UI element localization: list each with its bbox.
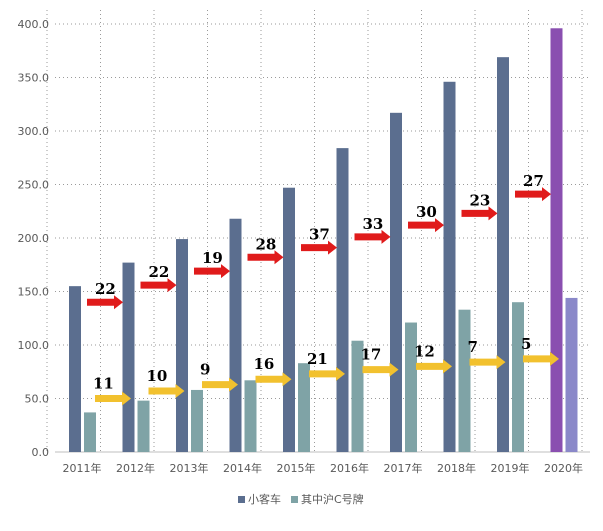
x-tick-label: 2015年 xyxy=(277,461,316,475)
x-tick-label: 2014年 xyxy=(223,461,262,475)
yellow-arrow xyxy=(202,377,238,392)
bar-series-2 xyxy=(565,297,578,452)
x-tick-label: 2016年 xyxy=(330,461,369,475)
y-tick-label: 400.0 xyxy=(18,18,50,31)
yellow-arrow-label: 21 xyxy=(307,350,328,368)
x-tick-label: 2018年 xyxy=(437,461,476,475)
red-arrow-label: 37 xyxy=(309,226,330,244)
bar-series-2 xyxy=(137,400,150,452)
x-tick-label: 2019年 xyxy=(491,461,530,475)
x-tick-label: 2012年 xyxy=(116,461,155,475)
bar-series-2 xyxy=(298,363,310,452)
x-tick-label: 2017年 xyxy=(384,461,423,475)
bar-series-1 xyxy=(122,262,135,452)
legend-label: 小客车 xyxy=(248,492,281,506)
legend: 小客车 其中沪C号牌 xyxy=(238,492,364,506)
x-axis: 2011年 2012年 2013年 2014年 2015年 2016年 2017年 2018年… xyxy=(63,461,584,475)
yellow-arrow xyxy=(416,359,452,374)
red-arrow-label: 23 xyxy=(470,191,491,209)
red-arrow-label: 19 xyxy=(202,249,223,267)
y-tick-label: 100.0 xyxy=(18,339,50,352)
red-arrow xyxy=(354,229,391,244)
red-arrow xyxy=(87,295,123,310)
red-arrow xyxy=(408,218,444,233)
yellow-arrow-label: 11 xyxy=(93,375,114,393)
yellow-arrow-label: 16 xyxy=(254,355,275,373)
yellow-arrow-label: 10 xyxy=(147,367,168,385)
red-arrow-label: 28 xyxy=(256,235,277,253)
y-tick-label: 250.0 xyxy=(18,179,50,192)
bar-series-1 xyxy=(336,148,349,452)
legend-swatch xyxy=(291,496,298,503)
x-tick-label: 2011年 xyxy=(63,461,102,475)
yellow-arrow xyxy=(148,384,185,399)
red-arrow-label: 22 xyxy=(149,263,170,281)
bar-series-2 xyxy=(512,302,524,452)
y-tick-label: 0.0 xyxy=(32,446,50,459)
red-arrow-label: 27 xyxy=(523,172,544,190)
y-tick-label: 350.0 xyxy=(18,72,50,85)
bar-series-1 xyxy=(229,218,242,452)
red-arrow xyxy=(461,206,498,221)
y-tick-label: 150.0 xyxy=(18,286,50,299)
x-tick-label: 2013年 xyxy=(170,461,209,475)
x-tick-label: 2020年 xyxy=(544,461,583,475)
red-arrow-label: 30 xyxy=(416,203,437,221)
yellow-arrow xyxy=(95,391,131,406)
bar-series-2 xyxy=(84,412,96,452)
bar-series-2 xyxy=(405,322,417,452)
bar-series-1 xyxy=(69,286,81,452)
legend-label: 其中沪C号牌 xyxy=(301,492,364,506)
bar-series-1 xyxy=(497,57,509,453)
red-arrow xyxy=(194,264,230,279)
bars xyxy=(69,28,578,453)
bar-series-2 xyxy=(244,380,257,452)
y-axis: 0.0 50.0 100.0 150.0 200.0 250.0 300.0 350.0 400… xyxy=(18,18,50,459)
y-tick-label: 300.0 xyxy=(18,125,50,138)
bar-series-1 xyxy=(176,239,188,452)
yellow-arrow-label: 17 xyxy=(361,346,382,364)
red-arrow-label: 33 xyxy=(363,215,384,233)
yellow-arrow-label: 9 xyxy=(200,361,210,379)
yellow-arrow-label: 5 xyxy=(521,335,531,353)
y-tick-label: 200.0 xyxy=(18,232,50,245)
yellow-arrow xyxy=(309,366,345,381)
bar-series-2 xyxy=(191,389,203,452)
annotation-arrows: 22 11 22 10 19 9 28 16 37 21 33 17 30 12 23 7 27 5 xyxy=(87,172,559,406)
yellow-arrow-label: 7 xyxy=(468,338,478,356)
yellow-arrow xyxy=(362,362,399,377)
yellow-arrow xyxy=(255,372,292,387)
bar-series-1 xyxy=(283,187,295,452)
yellow-arrow-label: 12 xyxy=(414,342,435,360)
red-arrow xyxy=(247,250,284,265)
bar-series-1 xyxy=(390,112,402,452)
red-arrow-label: 22 xyxy=(95,280,116,298)
legend-swatch xyxy=(238,496,245,503)
bar-series-1 xyxy=(443,81,456,452)
red-arrow xyxy=(301,240,337,255)
bar-series-2 xyxy=(458,309,471,452)
yellow-arrow xyxy=(523,351,559,366)
y-tick-label: 50.0 xyxy=(25,393,50,406)
red-arrow xyxy=(515,187,551,202)
bar-series-1 xyxy=(550,28,563,453)
yellow-arrow xyxy=(469,355,506,370)
red-arrow xyxy=(140,278,177,293)
bar-series-2 xyxy=(351,340,364,452)
